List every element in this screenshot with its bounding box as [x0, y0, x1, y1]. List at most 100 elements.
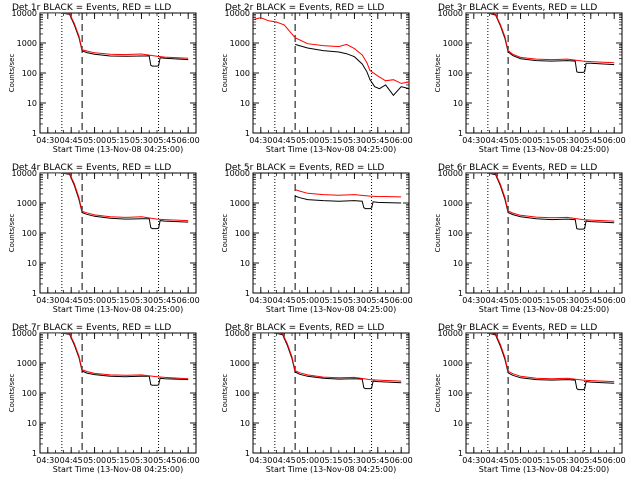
y-tick-label: 1000 — [230, 39, 250, 48]
x-tick-label: 04:45 — [60, 136, 83, 145]
plot-frame — [252, 172, 410, 294]
x-tick-label: 04:30 — [36, 456, 59, 465]
panel-det-8: Det 8r BLACK = Events, RED = LLD 1 10 100 10… — [221, 323, 413, 474]
x-axis-label: Start Time (13-Nov-08 04:25:00) — [53, 465, 183, 474]
panel-det-7: Det 7r BLACK = Events, RED = LLD 1 10 100 10… — [8, 323, 200, 474]
y-tick-label: 10000 — [12, 9, 37, 18]
x-tick-label: 05:00 — [509, 456, 532, 465]
y-axis-label: Counts/sec — [8, 374, 16, 413]
y-axis-label: Counts/sec — [434, 214, 442, 253]
plot-frame — [39, 332, 197, 454]
plot-frame — [465, 332, 623, 454]
y-tick-label: 10000 — [225, 169, 250, 178]
y-axis-label: Counts/sec — [8, 54, 16, 93]
x-tick-label: 05:45 — [153, 136, 176, 145]
series-line-red — [466, 333, 615, 383]
y-tick-label: 10 — [453, 99, 463, 108]
x-tick-label: 05:30 — [130, 456, 153, 465]
y-tick-label: 100 — [22, 229, 37, 238]
plot-frame — [465, 172, 623, 294]
y-tick-label: 100 — [22, 69, 37, 78]
panel-title: Det 7r BLACK = Events, RED = LLD — [12, 323, 171, 333]
y-tick-label: 10 — [27, 259, 37, 268]
x-axis-label: Start Time (13-Nov-08 04:25:00) — [266, 465, 396, 474]
series-line-black — [466, 13, 615, 73]
y-tick-label: 100 — [448, 389, 463, 398]
x-tick-label: 04:45 — [60, 296, 83, 305]
x-tick-label: 05:45 — [579, 296, 602, 305]
series-line-red — [466, 13, 615, 64]
panel-det-6: Det 6r BLACK = Events, RED = LLD 1 10 100 10… — [434, 163, 626, 314]
x-tick-label: 05:45 — [579, 136, 602, 145]
x-axis-label: Start Time (13-Nov-08 04:25:00) — [479, 305, 609, 314]
panel-title: Det 6r BLACK = Events, RED = LLD — [438, 163, 597, 173]
panel-det-9: Det 9r BLACK = Events, RED = LLD 1 10 100 10… — [434, 323, 626, 474]
y-axis-label: Counts/sec — [434, 54, 442, 93]
x-tick-label: 05:00 — [83, 136, 106, 145]
x-tick-label: 05:30 — [130, 296, 153, 305]
plot-frame — [39, 12, 197, 134]
x-tick-label: 04:30 — [249, 136, 272, 145]
x-tick-label: 05:30 — [556, 296, 579, 305]
panel-title: Det 8r BLACK = Events, RED = LLD — [225, 323, 384, 333]
y-tick-label: 1 — [245, 289, 250, 298]
panel-det-4: Det 4r BLACK = Events, RED = LLD 1 10 100 10… — [8, 163, 200, 314]
y-tick-label: 1000 — [17, 39, 37, 48]
y-axis-label: Counts/sec — [434, 374, 442, 413]
x-tick-label: 05:00 — [296, 136, 319, 145]
x-tick-label: 06:00 — [603, 296, 626, 305]
x-tick-label: 06:00 — [177, 296, 200, 305]
y-tick-label: 10000 — [225, 329, 250, 338]
panel-title: Det 2r BLACK = Events, RED = LLD — [225, 3, 384, 13]
x-tick-label: 05:15 — [106, 136, 129, 145]
x-tick-label: 05:15 — [532, 136, 555, 145]
series-line-red — [466, 173, 615, 222]
y-tick-label: 10000 — [438, 9, 463, 18]
x-tick-label: 05:45 — [366, 136, 389, 145]
y-tick-label: 10 — [453, 259, 463, 268]
x-tick-label: 05:30 — [343, 136, 366, 145]
x-tick-label: 04:30 — [462, 296, 485, 305]
plot-frame — [252, 12, 410, 134]
series-line-red — [40, 333, 189, 380]
y-tick-label: 10 — [453, 419, 463, 428]
series-line-black — [466, 173, 615, 230]
x-tick-label: 04:45 — [273, 296, 296, 305]
x-tick-label: 05:15 — [106, 296, 129, 305]
y-tick-label: 1000 — [230, 359, 250, 368]
y-tick-label: 1000 — [443, 359, 463, 368]
y-tick-label: 10000 — [225, 9, 250, 18]
x-axis-label: Start Time (13-Nov-08 04:25:00) — [266, 305, 396, 314]
y-tick-label: 1 — [32, 129, 37, 138]
x-tick-label: 04:30 — [249, 296, 272, 305]
y-tick-label: 1000 — [230, 199, 250, 208]
x-tick-label: 04:30 — [36, 136, 59, 145]
y-axis-label: Counts/sec — [221, 374, 229, 413]
x-tick-label: 05:30 — [556, 136, 579, 145]
x-tick-label: 05:30 — [556, 456, 579, 465]
x-tick-label: 05:15 — [106, 456, 129, 465]
x-tick-label: 05:30 — [130, 136, 153, 145]
y-tick-label: 1 — [458, 129, 463, 138]
x-tick-label: 05:00 — [296, 296, 319, 305]
x-tick-label: 04:30 — [462, 136, 485, 145]
y-tick-label: 1 — [245, 449, 250, 458]
series-line-black — [294, 43, 409, 97]
x-axis-label: Start Time (13-Nov-08 04:25:00) — [53, 305, 183, 314]
series-line-red — [40, 13, 189, 59]
y-tick-label: 10 — [27, 99, 37, 108]
x-tick-label: 04:45 — [273, 456, 296, 465]
x-tick-label: 05:15 — [319, 296, 342, 305]
panel-title: Det 3r BLACK = Events, RED = LLD — [438, 3, 597, 13]
y-tick-label: 100 — [448, 229, 463, 238]
y-tick-label: 10 — [240, 99, 250, 108]
y-axis-label: Counts/sec — [221, 54, 229, 93]
plot-frame — [465, 12, 623, 134]
x-tick-label: 05:30 — [343, 296, 366, 305]
x-tick-label: 05:00 — [509, 136, 532, 145]
x-tick-label: 04:45 — [273, 136, 296, 145]
panel-title: Det 5r BLACK = Events, RED = LLD — [225, 163, 384, 173]
series-line-red — [253, 333, 402, 382]
y-axis-label: Counts/sec — [8, 214, 16, 253]
